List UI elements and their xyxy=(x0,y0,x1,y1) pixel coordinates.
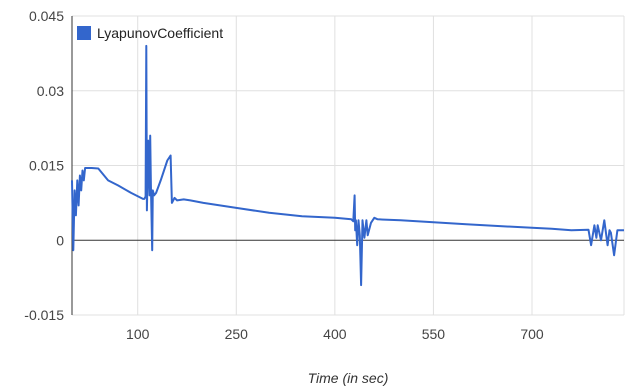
legend[interactable]: LyapunovCoefficient xyxy=(77,25,223,41)
y-tick-label: 0.045 xyxy=(29,8,64,24)
grid-lines xyxy=(72,15,625,316)
y-tick-label: 0.015 xyxy=(29,158,64,174)
series-layer xyxy=(71,44,624,287)
axes: -0.015 0 0.015 0.03 0.045 100 250 400 550 700 xyxy=(24,8,624,342)
x-tick-label: 250 xyxy=(225,326,249,342)
legend-swatch xyxy=(77,26,91,40)
x-tick-label: 400 xyxy=(323,326,347,342)
x-tick-label: 100 xyxy=(126,326,150,342)
y-tick-label: -0.015 xyxy=(24,307,64,323)
legend-label: LyapunovCoefficient xyxy=(97,25,223,41)
y-tick-label: 0 xyxy=(56,232,64,248)
series-line-lyapunovcoefficient xyxy=(71,44,624,287)
x-tick-label: 700 xyxy=(520,326,544,342)
x-tick-label: 550 xyxy=(422,326,446,342)
x-axis-title: Time (in sec) xyxy=(308,370,389,386)
y-tick-label: 0.03 xyxy=(37,83,64,99)
